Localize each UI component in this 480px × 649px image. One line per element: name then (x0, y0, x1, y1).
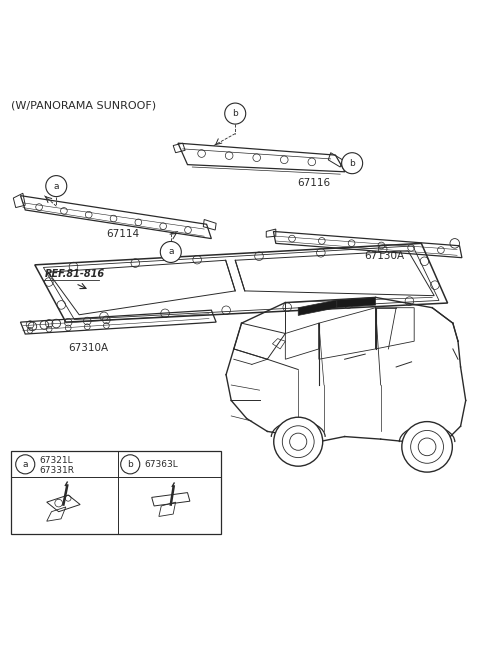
Text: a: a (23, 460, 28, 469)
Circle shape (160, 241, 181, 262)
Text: a: a (53, 182, 59, 191)
Circle shape (46, 176, 67, 197)
Text: a: a (168, 247, 174, 256)
Circle shape (120, 455, 140, 474)
Text: REF.81-816: REF.81-816 (44, 269, 105, 278)
Text: (W/PANORAMA SUNROOF): (W/PANORAMA SUNROOF) (11, 100, 156, 110)
Text: 67116: 67116 (297, 178, 330, 188)
Circle shape (274, 417, 323, 466)
Circle shape (342, 153, 363, 174)
Text: 67130A: 67130A (364, 251, 404, 260)
Circle shape (225, 103, 246, 124)
Text: b: b (127, 460, 133, 469)
Text: 67310A: 67310A (68, 343, 108, 352)
Circle shape (16, 455, 35, 474)
Text: b: b (232, 109, 238, 118)
Text: 67321L: 67321L (39, 456, 73, 465)
Text: 67114: 67114 (107, 229, 140, 239)
Text: 67331R: 67331R (39, 465, 74, 474)
Circle shape (402, 422, 452, 472)
Polygon shape (337, 297, 375, 308)
Polygon shape (298, 300, 337, 315)
Text: b: b (349, 159, 355, 167)
Bar (11, 451, 221, 535)
Text: 67363L: 67363L (144, 460, 178, 469)
